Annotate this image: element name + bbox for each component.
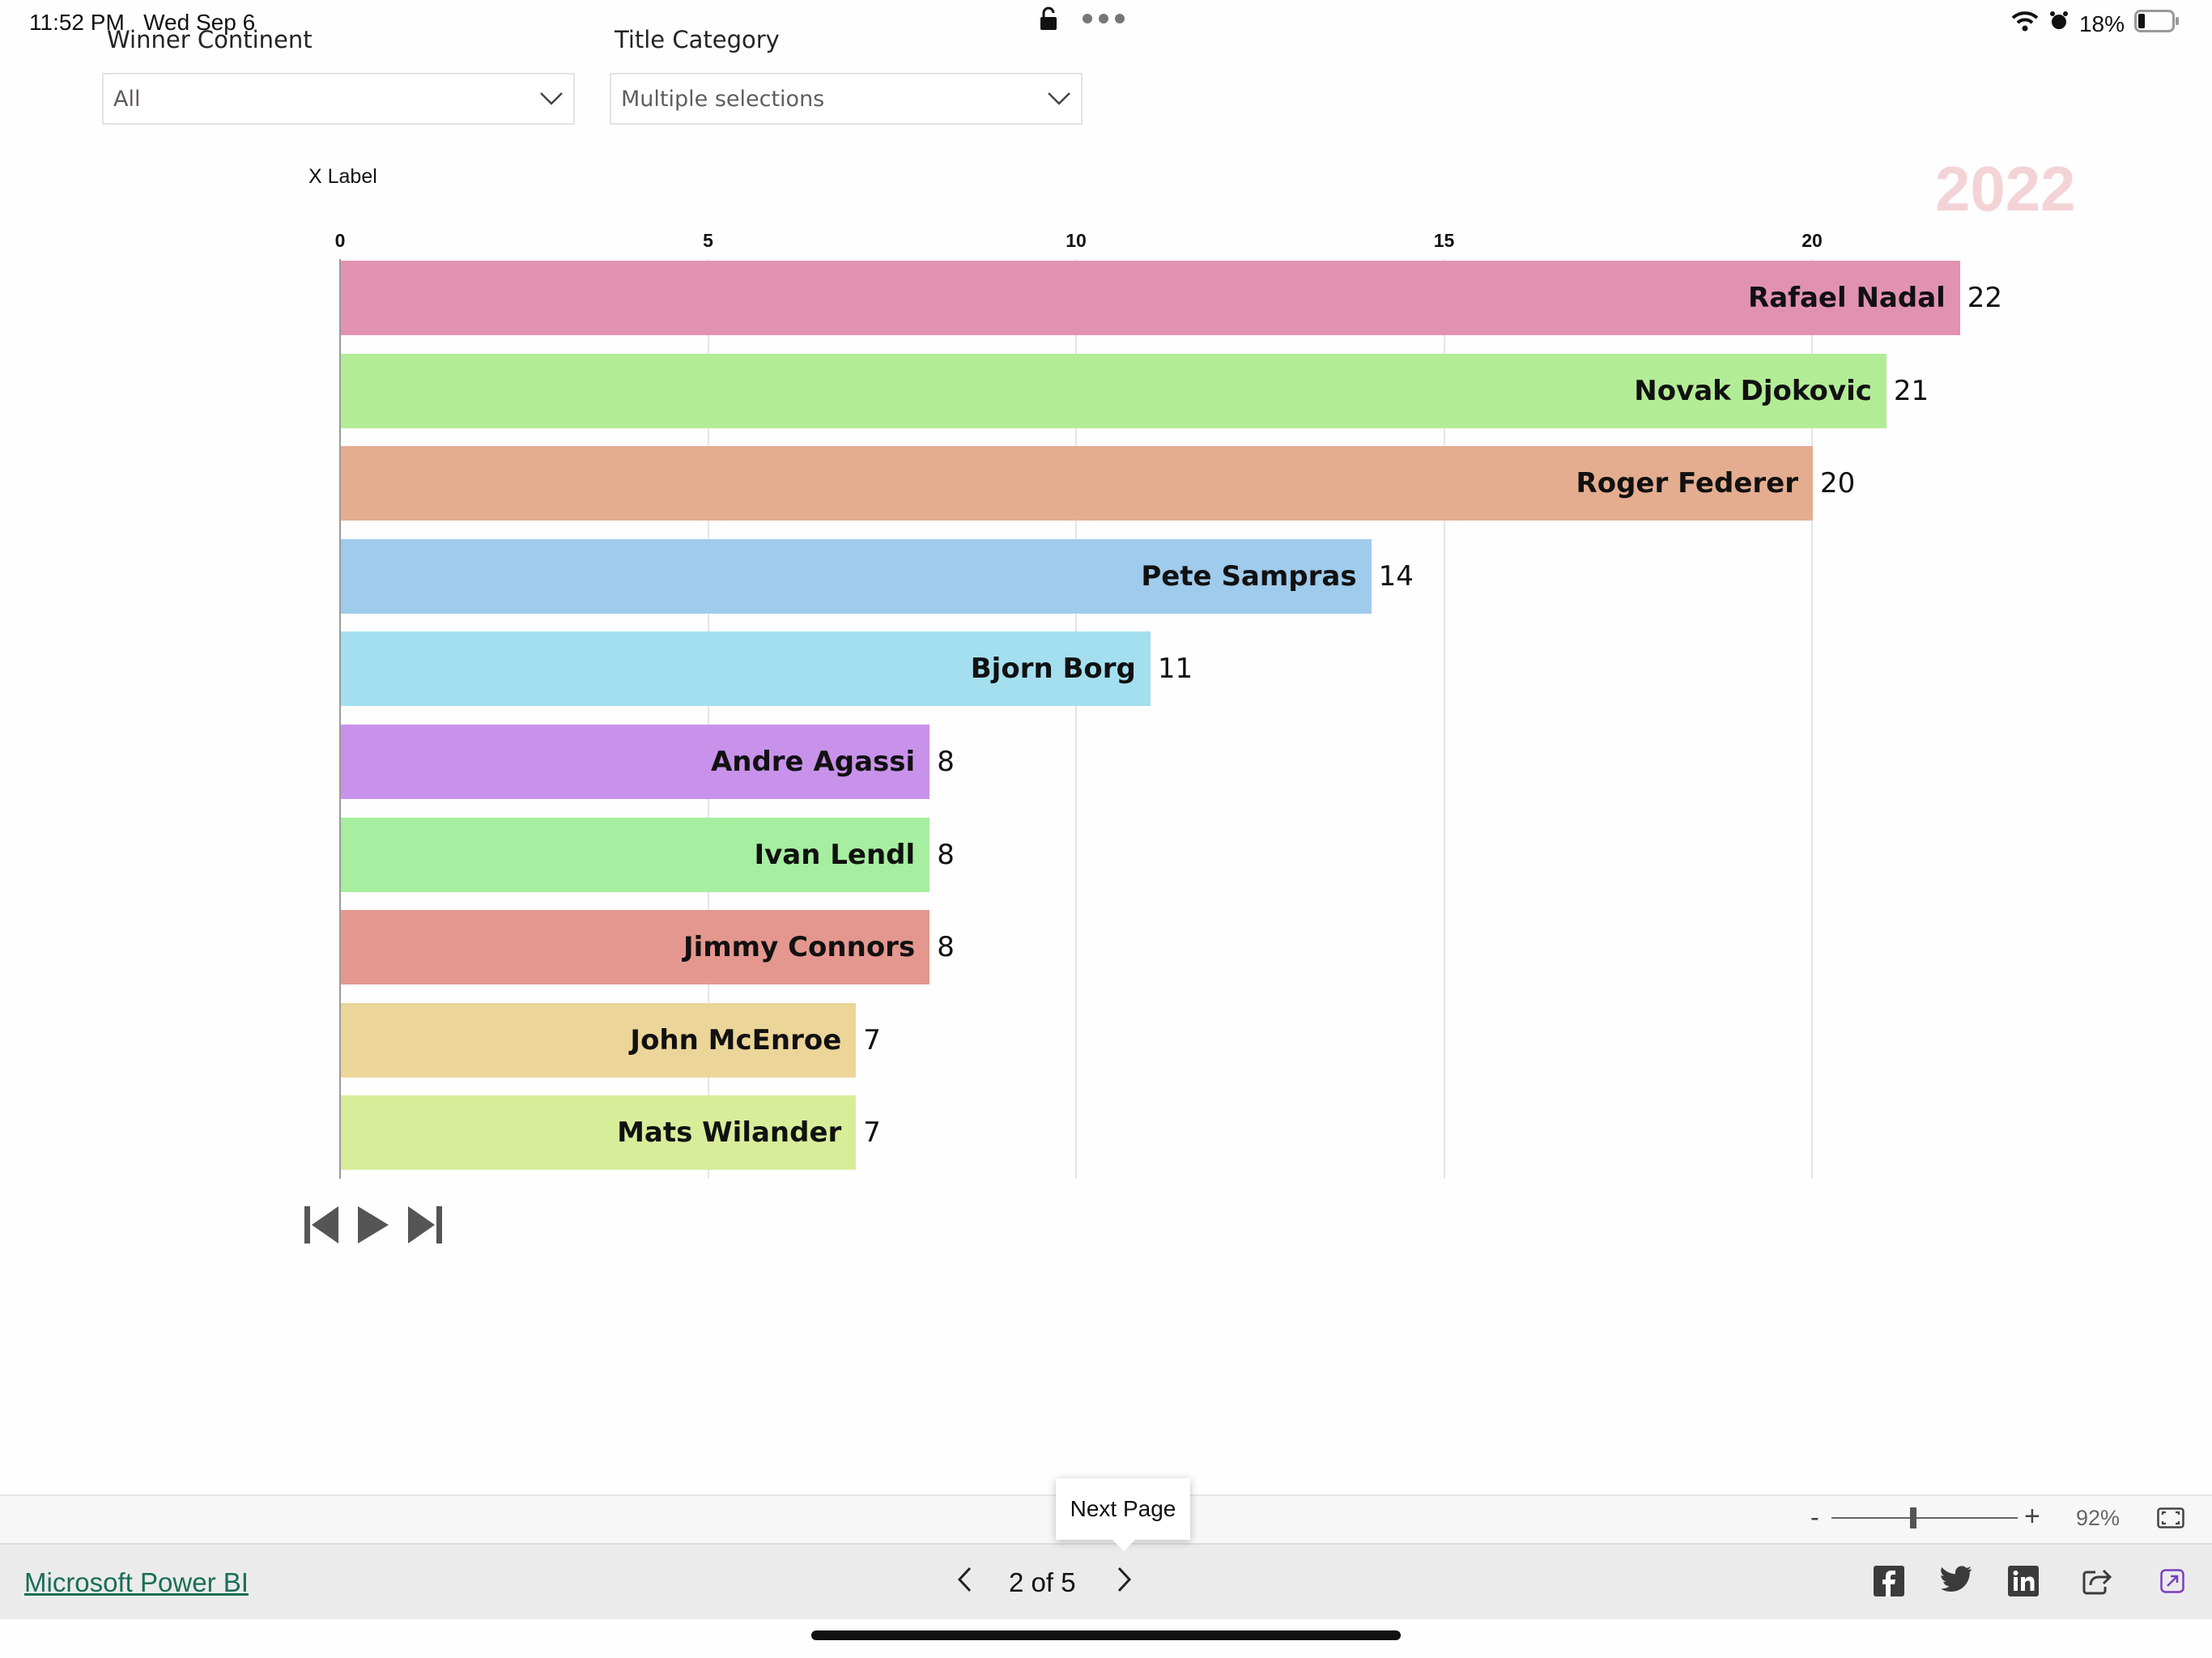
wifi-icon [2011, 11, 2039, 37]
x-tick-label: 10 [1066, 230, 1087, 251]
tooltip-arrow [1111, 1538, 1137, 1551]
status-date: Wed Sep 6 [143, 10, 256, 35]
alarm-icon [2048, 11, 2069, 37]
title-category-dropdown[interactable]: Multiple selections [610, 73, 1083, 125]
bar[interactable]: Andre Agassi [341, 725, 930, 799]
title-category-value: Multiple selections [621, 86, 825, 112]
bar[interactable]: Ivan Lendl [341, 817, 930, 892]
status-clock: 11:52 PM [29, 10, 125, 35]
x-tick-label: 15 [1433, 230, 1455, 251]
skip-back-icon[interactable] [304, 1205, 338, 1249]
lock-icon [1040, 6, 1057, 35]
gridline [707, 259, 709, 1179]
bar-value: 8 [937, 838, 955, 871]
zoom-slider-track[interactable] [1831, 1517, 2018, 1519]
zoom-in-button[interactable]: + [2024, 1501, 2040, 1532]
year-label: 2022 [1935, 153, 2076, 224]
footer-bar: Microsoft Power BI 2 of 5 [0, 1543, 2212, 1619]
playback-controls [304, 1205, 442, 1249]
bar[interactable]: John McEnroe [341, 1002, 857, 1078]
open-in-powerbi-icon[interactable] [2160, 1569, 2184, 1597]
battery-percent: 18% [2078, 11, 2125, 36]
winner-continent-dropdown[interactable]: All [102, 73, 575, 125]
y-axis-line [339, 259, 341, 1179]
x-tick-label: 5 [703, 230, 713, 251]
more-dots-icon[interactable] [1082, 13, 1125, 28]
previous-page-icon[interactable] [955, 1566, 973, 1597]
bar-value: 22 [1967, 282, 2003, 314]
bar-label: Pete Sampras [1141, 559, 1357, 593]
status-time: 11:52 PM Wed Sep 6 [29, 10, 255, 36]
bar-value: 7 [863, 1116, 881, 1150]
gridline [1443, 259, 1445, 1179]
bar[interactable]: Novak Djokovic [341, 353, 1887, 428]
bar-label: Novak Djokovic [1634, 374, 1872, 407]
bar[interactable]: Roger Federer [341, 446, 1813, 521]
winner-continent-value: All [113, 86, 141, 112]
bar-label: Bjorn Borg [970, 653, 1136, 686]
bar-label: Roger Federer [1576, 467, 1798, 500]
bar[interactable]: Jimmy Connors [341, 910, 930, 985]
zoom-level: 92% [2076, 1506, 2121, 1530]
zoom-out-button[interactable]: - [1810, 1503, 1819, 1532]
gridline [1075, 259, 1077, 1179]
bar-label: Andre Agassi [710, 746, 916, 778]
x-axis-label: X Label [308, 165, 377, 188]
bar-label: Rafael Nadal [1748, 282, 1946, 314]
fit-to-page-icon[interactable] [2157, 1507, 2184, 1533]
linkedin-icon[interactable] [2008, 1566, 2039, 1601]
bar-label: Mats Wilander [617, 1116, 842, 1150]
bar-label: John McEnroe [630, 1023, 842, 1056]
bar-value: 11 [1157, 653, 1193, 686]
facebook-icon[interactable] [1874, 1566, 1904, 1601]
bar-label: Jimmy Connors [683, 931, 916, 964]
gridline [1811, 259, 1813, 1179]
status-right: 18% [2011, 10, 2180, 38]
winner-continent-label: Winner Continent [107, 26, 313, 53]
chevron-down-icon [539, 87, 564, 112]
zoom-slider-thumb[interactable] [1910, 1507, 1917, 1528]
bar-value: 14 [1378, 559, 1414, 593]
skip-forward-icon[interactable] [408, 1205, 442, 1249]
x-tick-label: 0 [334, 230, 346, 251]
bar-value: 7 [863, 1023, 881, 1056]
chevron-down-icon [1047, 87, 1071, 112]
play-icon[interactable] [356, 1205, 390, 1249]
bar-value: 8 [937, 746, 955, 778]
twitter-icon[interactable] [1940, 1566, 1972, 1597]
x-tick-label: 20 [1802, 230, 1823, 251]
next-page-tooltip: Next Page [1056, 1478, 1190, 1540]
bar[interactable]: Rafael Nadal [341, 261, 1960, 335]
next-page-icon[interactable] [1116, 1566, 1134, 1597]
home-indicator [811, 1630, 1401, 1640]
power-bi-link[interactable]: Microsoft Power BI [24, 1567, 249, 1597]
bar[interactable]: Mats Wilander [341, 1095, 857, 1171]
bar-label: Ivan Lendl [754, 838, 916, 871]
title-category-label: Title Category [615, 26, 780, 53]
bar-value: 21 [1893, 374, 1929, 407]
bar[interactable]: Bjorn Borg [341, 631, 1151, 707]
status-center [1040, 6, 1125, 35]
share-icon[interactable] [2082, 1567, 2112, 1599]
bar-value: 8 [937, 931, 955, 964]
page-indicator: 2 of 5 [1009, 1567, 1076, 1597]
battery-icon [2134, 10, 2180, 38]
bar[interactable]: Pete Sampras [341, 538, 1372, 614]
bar-value: 20 [1820, 467, 1856, 500]
